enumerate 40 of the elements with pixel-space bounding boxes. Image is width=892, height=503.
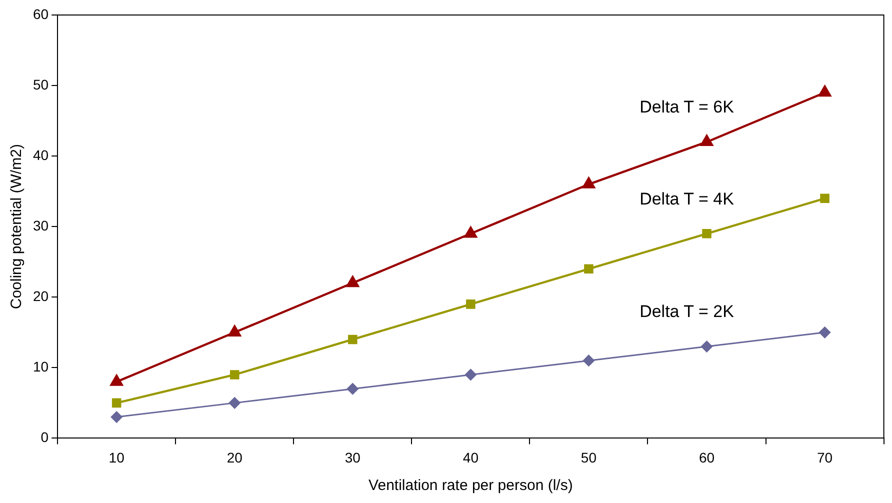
point bbox=[112, 398, 122, 408]
point bbox=[110, 411, 122, 423]
point bbox=[228, 397, 240, 409]
point bbox=[584, 264, 594, 274]
point bbox=[818, 85, 832, 97]
x-axis-title: Ventilation rate per person (l/s) bbox=[368, 477, 573, 494]
point bbox=[819, 326, 831, 338]
x-tick-label: 10 bbox=[108, 449, 125, 466]
x-tick-label: 40 bbox=[462, 449, 479, 466]
y-tick-label: 20 bbox=[32, 288, 49, 304]
point bbox=[464, 368, 476, 380]
x-tick-label: 70 bbox=[816, 449, 833, 466]
point bbox=[110, 374, 123, 386]
point bbox=[702, 229, 712, 238]
series-label: Delta T = 2K bbox=[640, 302, 735, 322]
point bbox=[230, 370, 240, 380]
y-tick-label: 10 bbox=[32, 358, 49, 375]
x-tick-label: 60 bbox=[698, 449, 715, 466]
y-tick-label: 50 bbox=[32, 76, 49, 92]
point bbox=[466, 300, 476, 309]
series-label: Delta T = 4K bbox=[640, 189, 735, 208]
point bbox=[346, 383, 358, 395]
y-tick-label: 0 bbox=[40, 429, 49, 446]
point bbox=[346, 276, 359, 288]
point bbox=[228, 325, 241, 336]
point bbox=[348, 334, 358, 344]
point bbox=[582, 354, 594, 366]
point bbox=[700, 134, 714, 146]
series-label: Delta T = 6K bbox=[640, 98, 735, 117]
point bbox=[701, 340, 712, 352]
y-axis-title: Cooling potential (W/m2) bbox=[8, 144, 26, 310]
x-tick-label: 50 bbox=[580, 449, 597, 466]
point bbox=[582, 177, 596, 188]
point bbox=[820, 194, 830, 204]
x-tick-label: 30 bbox=[344, 449, 361, 466]
x-tick-label: 20 bbox=[226, 449, 243, 466]
y-tick-label: 30 bbox=[32, 217, 49, 234]
point bbox=[464, 226, 477, 238]
y-tick-label: 40 bbox=[32, 146, 49, 163]
y-tick-label: 60 bbox=[32, 6, 49, 22]
